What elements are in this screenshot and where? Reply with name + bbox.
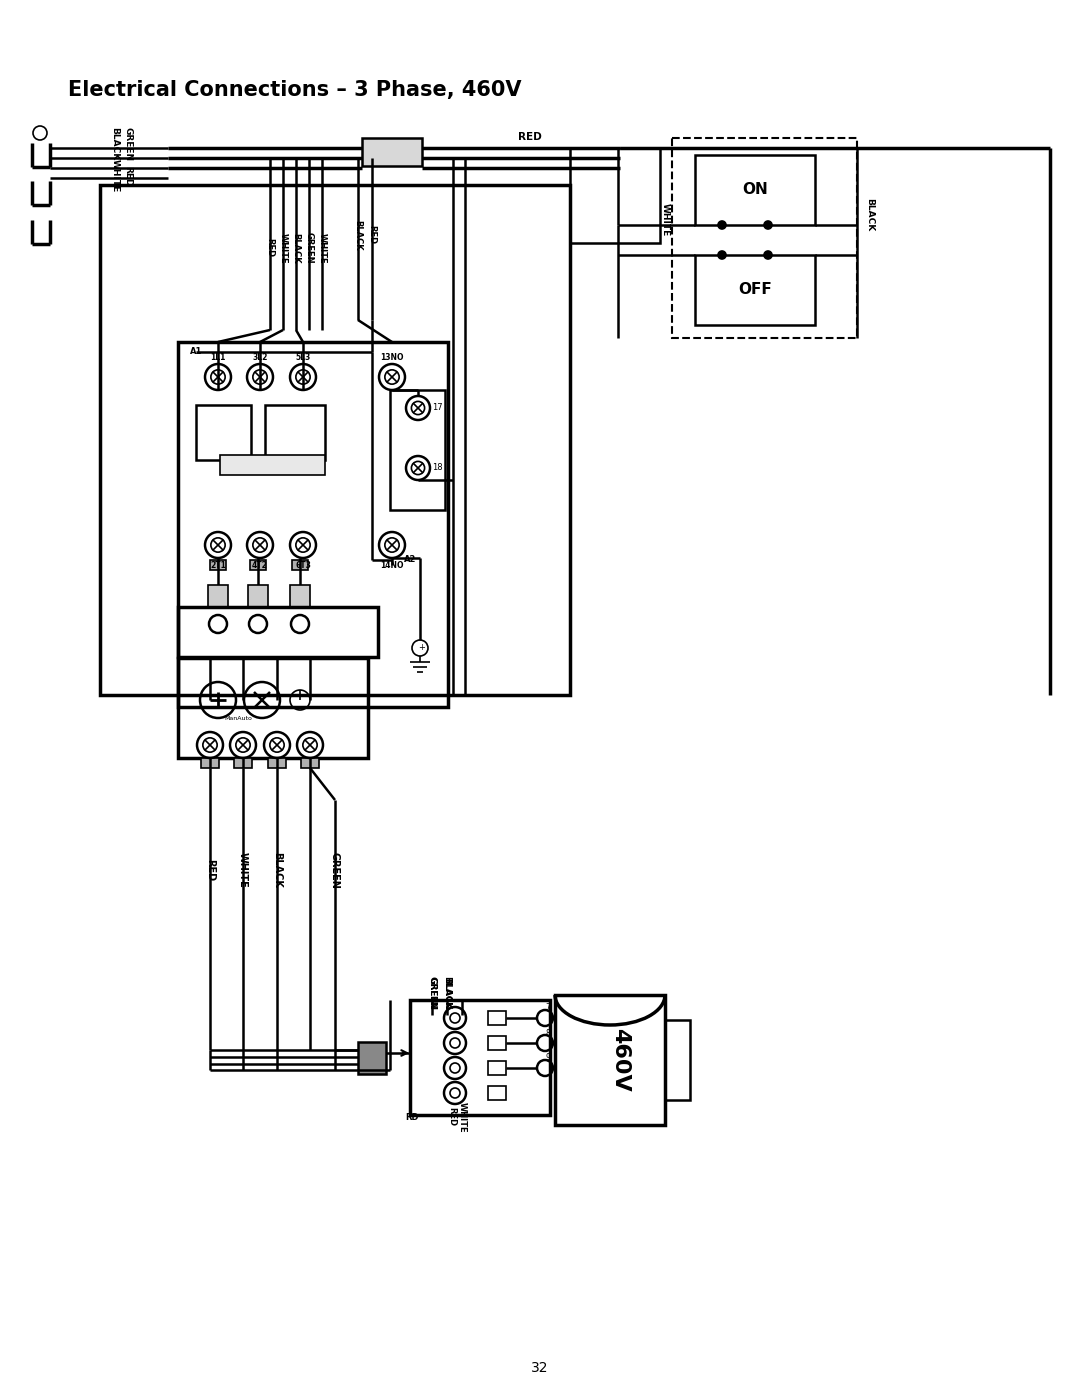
Bar — [390, 390, 445, 510]
Bar — [100, 184, 570, 694]
Text: WHITE: WHITE — [279, 233, 287, 263]
Text: RED: RED — [266, 239, 274, 257]
Text: GREEN: GREEN — [123, 127, 133, 161]
Circle shape — [718, 221, 726, 229]
Bar — [268, 759, 286, 768]
Text: WHITE: WHITE — [238, 852, 248, 888]
Text: BLACK: BLACK — [865, 198, 875, 232]
Bar — [301, 759, 319, 768]
Text: RED: RED — [518, 131, 542, 142]
Bar — [201, 759, 219, 768]
Text: WHITE: WHITE — [661, 204, 670, 236]
Bar — [362, 138, 422, 166]
Text: BLACK: BLACK — [110, 127, 120, 161]
Text: 17: 17 — [432, 404, 443, 412]
Text: 4T2: 4T2 — [252, 560, 268, 570]
Bar — [570, 148, 660, 243]
Bar — [195, 405, 251, 460]
Bar — [410, 1000, 550, 1115]
Text: 2T1: 2T1 — [211, 560, 226, 570]
Bar — [488, 1037, 507, 1051]
Text: BLACK: BLACK — [272, 852, 282, 888]
Bar — [488, 1085, 507, 1099]
Bar — [210, 560, 226, 570]
Text: BLACK: BLACK — [443, 977, 451, 1010]
Text: 14NO: 14NO — [380, 560, 404, 570]
Bar — [248, 585, 268, 608]
Text: 7: 7 — [545, 1003, 551, 1013]
Text: A2: A2 — [404, 556, 416, 564]
Text: RED: RED — [205, 859, 215, 882]
Bar — [488, 1060, 507, 1076]
Text: 32: 32 — [531, 1361, 549, 1375]
Text: A1: A1 — [190, 348, 202, 356]
Circle shape — [764, 221, 772, 229]
Circle shape — [764, 251, 772, 258]
Text: 1L1: 1L1 — [211, 353, 226, 362]
Bar — [292, 560, 308, 570]
Text: 5L3: 5L3 — [295, 353, 311, 362]
Bar — [488, 1011, 507, 1025]
Text: BLACK: BLACK — [353, 219, 363, 250]
Bar — [208, 585, 228, 608]
Text: OFF: OFF — [738, 282, 772, 298]
Text: +: + — [419, 643, 426, 651]
Text: RED: RED — [367, 225, 377, 244]
Circle shape — [718, 251, 726, 258]
Text: ManAuto: ManAuto — [224, 715, 252, 721]
Bar — [357, 1042, 386, 1074]
Bar — [291, 585, 310, 608]
Text: WHITE: WHITE — [318, 233, 326, 263]
Text: 13NO: 13NO — [380, 353, 404, 362]
Text: 18: 18 — [432, 464, 443, 472]
Bar — [249, 560, 266, 570]
Bar — [178, 342, 448, 707]
Text: GREEN: GREEN — [428, 977, 436, 1010]
Text: RED: RED — [123, 166, 133, 186]
Text: GREEN: GREEN — [305, 232, 313, 264]
Bar — [265, 405, 325, 460]
Text: 460V: 460V — [610, 1028, 630, 1092]
Bar — [178, 608, 378, 657]
Text: 9: 9 — [545, 1053, 551, 1063]
Text: Electrical Connections – 3 Phase, 460V: Electrical Connections – 3 Phase, 460V — [68, 80, 522, 101]
Bar — [696, 256, 815, 326]
Text: 3L2: 3L2 — [253, 353, 268, 362]
Text: ON: ON — [742, 183, 768, 197]
Text: 6T3: 6T3 — [295, 560, 311, 570]
Text: 8: 8 — [545, 1028, 551, 1038]
Text: RED: RED — [447, 1108, 457, 1126]
Text: BLACK: BLACK — [443, 978, 451, 1009]
Bar — [672, 138, 858, 338]
Bar — [696, 155, 815, 225]
Bar — [220, 455, 325, 475]
Text: GREEN: GREEN — [330, 852, 340, 888]
Text: RD: RD — [405, 1113, 419, 1123]
Bar — [665, 1020, 690, 1099]
Bar — [234, 759, 252, 768]
Text: WHITE: WHITE — [110, 159, 120, 193]
Text: WHITE: WHITE — [458, 1102, 467, 1133]
Bar — [178, 658, 368, 759]
Text: BLACK: BLACK — [292, 233, 300, 263]
Bar — [555, 995, 665, 1125]
Text: GREEN: GREEN — [428, 977, 436, 1009]
